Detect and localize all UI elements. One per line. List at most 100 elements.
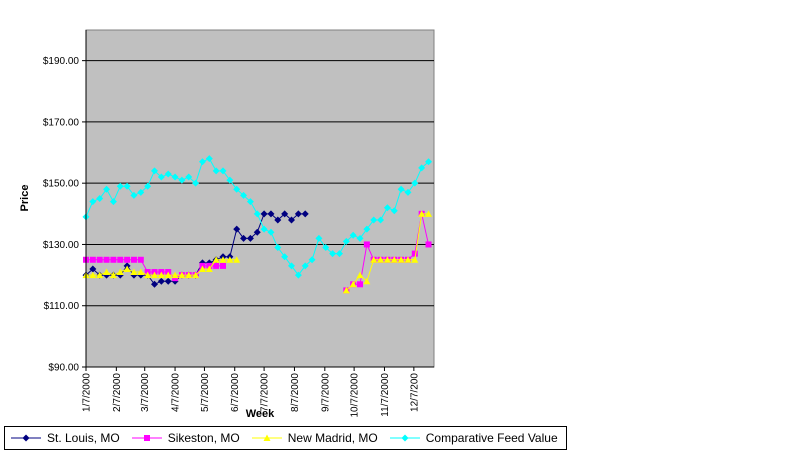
data-point	[301, 210, 309, 218]
data-point	[390, 256, 398, 263]
data-point	[219, 167, 227, 175]
data-point	[130, 191, 138, 199]
data-point	[274, 244, 282, 252]
y-tick-label: $90.00	[48, 363, 79, 374]
data-point	[89, 198, 97, 206]
data-point	[267, 228, 275, 236]
legend-label: St. Louis, MO	[47, 431, 120, 445]
data-point	[315, 234, 323, 242]
legend-item: New Madrid, MO	[251, 431, 378, 445]
data-point	[363, 277, 371, 285]
data-point	[144, 271, 152, 279]
data-point	[356, 234, 364, 242]
data-point	[233, 185, 241, 193]
data-point	[89, 256, 96, 263]
data-point	[103, 185, 111, 193]
data-point	[329, 250, 337, 258]
data-point	[383, 204, 391, 212]
legend-item: Sikeston, MO	[131, 431, 240, 445]
legend-swatch	[389, 434, 420, 442]
data-point	[397, 256, 405, 263]
data-point	[349, 280, 357, 288]
x-tick-label: 5/7/2000	[200, 373, 211, 412]
data-point	[123, 182, 131, 190]
data-point	[342, 237, 350, 245]
data-point	[178, 176, 186, 184]
data-point	[116, 268, 124, 276]
data-point	[288, 262, 296, 270]
data-point	[130, 268, 138, 276]
data-point	[110, 256, 117, 263]
data-point	[89, 265, 97, 273]
data-point	[109, 271, 117, 279]
data-point	[370, 256, 378, 263]
data-point	[349, 231, 357, 239]
data-point	[342, 286, 350, 294]
data-point	[219, 256, 227, 263]
data-point	[22, 434, 30, 442]
data-point	[164, 271, 172, 279]
y-tick-label: $170.00	[43, 117, 80, 128]
data-point	[240, 234, 248, 242]
x-tick-label: 2/7/2000	[112, 373, 123, 412]
data-point	[198, 158, 206, 166]
legend-swatch	[251, 434, 282, 441]
data-point	[253, 228, 261, 236]
data-point	[151, 271, 159, 279]
data-point	[96, 195, 104, 202]
data-point	[123, 265, 131, 272]
data-point	[198, 265, 206, 272]
data-point	[308, 256, 316, 264]
data-point	[212, 167, 220, 175]
series-comparative-feed-value	[82, 155, 433, 279]
data-point	[171, 173, 179, 181]
data-point	[205, 265, 213, 272]
legend-item: Comparative Feed Value	[389, 431, 558, 445]
x-tick-label: 12/7/200	[409, 373, 420, 412]
data-point	[357, 281, 364, 288]
plot-area	[85, 29, 435, 368]
data-point	[260, 225, 268, 233]
data-point	[143, 435, 150, 441]
legend-swatch	[131, 435, 162, 441]
data-point	[233, 256, 241, 263]
y-axis-title: Price	[19, 185, 31, 212]
data-point	[377, 216, 385, 224]
x-axis-title: Week	[246, 408, 275, 420]
y-tick-label: $150.00	[43, 179, 80, 190]
data-point	[171, 271, 179, 279]
legend-swatch	[11, 434, 41, 442]
data-point	[157, 271, 165, 279]
data-point	[263, 434, 271, 441]
data-point	[411, 250, 418, 257]
data-point	[103, 256, 110, 263]
y-tick-label: $110.00	[44, 301, 80, 312]
x-tick-label: 10/7/2000	[350, 373, 361, 418]
x-tick-label: 1/7/2000	[82, 373, 93, 412]
data-point	[425, 158, 433, 166]
data-point	[226, 176, 234, 184]
data-point	[294, 271, 302, 279]
data-point	[164, 277, 172, 285]
data-point	[425, 241, 432, 248]
data-point	[144, 182, 152, 190]
data-point	[157, 277, 165, 285]
data-point	[103, 268, 111, 276]
data-point	[335, 250, 343, 258]
data-point	[109, 198, 117, 206]
data-point	[89, 271, 97, 279]
legend-label: New Madrid, MO	[287, 431, 378, 445]
legend-label: Comparative Feed Value	[425, 431, 558, 445]
x-tick-label: 3/7/2000	[140, 373, 151, 412]
data-point	[137, 256, 144, 263]
data-point	[137, 268, 145, 276]
data-point	[151, 167, 159, 175]
data-point	[281, 253, 289, 261]
data-point	[164, 170, 172, 178]
data-point	[185, 173, 193, 181]
data-point	[294, 210, 302, 218]
data-point	[96, 256, 103, 263]
axes: $90.00 $110.00 $130.00 $150.00 $170.00 $190.0…	[43, 30, 434, 418]
data-point	[212, 256, 220, 263]
